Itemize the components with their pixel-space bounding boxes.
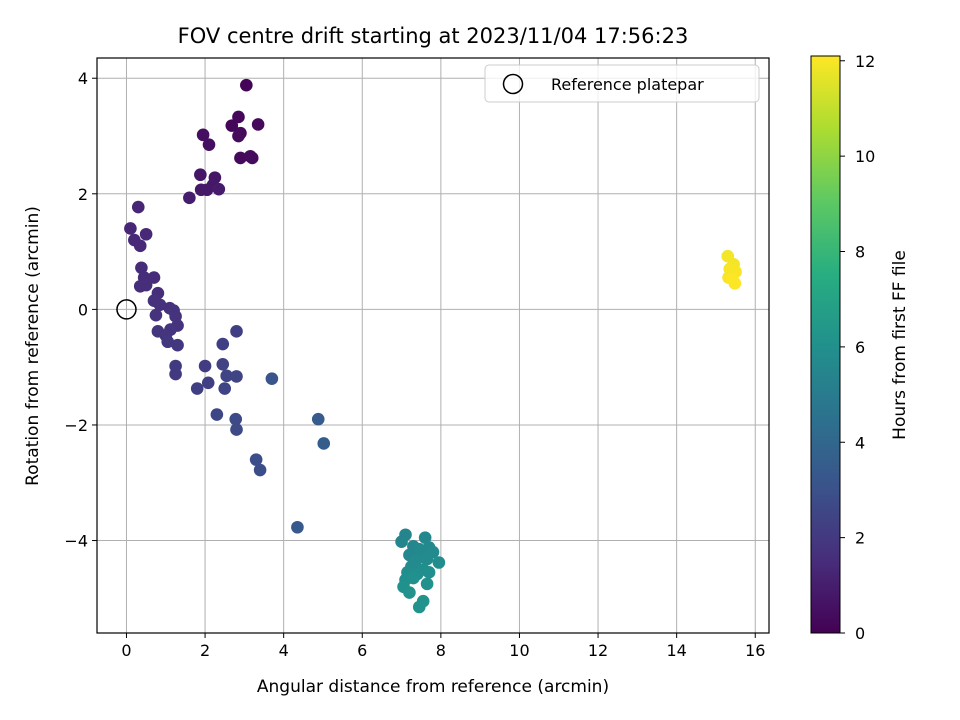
data-point	[218, 382, 232, 395]
data-point	[198, 359, 212, 373]
data-point	[200, 183, 214, 197]
data-point	[230, 370, 243, 383]
data-point	[407, 571, 420, 585]
data-point	[194, 168, 207, 182]
y-tick-label: 4	[78, 69, 88, 88]
legend: Reference platepar	[484, 64, 760, 103]
data-point	[139, 227, 153, 241]
data-point	[412, 600, 426, 614]
colorbar-label: Hours from first FF file	[890, 250, 910, 440]
data-point	[201, 376, 215, 390]
colorbar: 0 2 4 6 8 10 12 Hours from first FF file	[810, 52, 910, 643]
x-tick-label: 6	[357, 641, 367, 660]
data-point	[249, 453, 263, 466]
colorbar-ticks: 0 2 4 6 8 10 12	[840, 52, 875, 643]
data-point	[253, 463, 267, 477]
data-point	[190, 382, 204, 395]
reference-platepar-marker	[116, 299, 137, 320]
data-point	[153, 298, 167, 312]
colorbar-tick-label: 4	[855, 433, 865, 452]
axis-ticks: 0 2 4 6 8 10 12 14 16 4 2 0 −2 −4	[64, 69, 765, 660]
data-point	[245, 151, 259, 165]
data-point	[317, 437, 331, 450]
y-tick-label: 2	[78, 185, 88, 204]
data-point	[229, 412, 243, 426]
colorbar-tick-label: 0	[855, 624, 865, 643]
y-tick-label: 0	[78, 300, 88, 319]
x-tick-label: 14	[666, 641, 686, 660]
data-point	[147, 271, 161, 284]
data-point	[251, 118, 265, 131]
data-point	[265, 372, 279, 386]
data-point	[422, 566, 436, 579]
reference-marker-layer	[116, 299, 137, 320]
data-point	[220, 369, 233, 383]
x-tick-label: 16	[745, 641, 765, 660]
data-point	[216, 357, 230, 371]
data-point	[240, 78, 253, 92]
data-point	[230, 423, 243, 436]
legend-box	[484, 64, 760, 103]
data-point	[196, 128, 210, 142]
data-point	[216, 337, 230, 351]
data-point	[135, 261, 148, 275]
x-tick-label: 0	[121, 641, 131, 660]
data-point	[131, 200, 145, 214]
data-point	[124, 222, 137, 235]
data-point	[311, 412, 325, 426]
data-point	[230, 325, 243, 338]
y-axis-label: Rotation from reference (arcmin)	[23, 206, 43, 486]
x-tick-label: 10	[509, 641, 529, 660]
data-point	[420, 552, 434, 566]
data-point	[291, 520, 304, 534]
chart-title: FOV centre drift starting at 2023/11/04 …	[178, 24, 689, 48]
data-point	[139, 278, 153, 292]
y-tick-label: −2	[64, 416, 88, 435]
colorbar-tick-label: 6	[855, 338, 865, 357]
colorbar-tick-label: 12	[855, 52, 875, 71]
data-point	[395, 535, 408, 548]
colorbar-tick-label: 8	[855, 243, 865, 262]
x-tick-label: 12	[588, 641, 608, 660]
data-point	[212, 182, 226, 196]
legend-label: Reference platepar	[551, 75, 704, 94]
data-point	[232, 129, 245, 143]
data-point	[210, 408, 224, 421]
colorbar-gradient	[810, 55, 841, 634]
data-point	[133, 239, 147, 253]
x-tick-label: 2	[200, 641, 210, 660]
colorbar-tick-label: 2	[855, 529, 865, 548]
data-point	[161, 335, 175, 349]
data-point	[728, 277, 742, 290]
data-point	[171, 338, 184, 352]
data-point	[169, 367, 182, 381]
data-point	[234, 151, 247, 165]
data-point	[183, 191, 196, 205]
data-point	[418, 531, 432, 544]
y-tick-label: −4	[64, 532, 88, 551]
data-points	[124, 78, 742, 614]
x-tick-label: 8	[436, 641, 446, 660]
colorbar-tick-label: 10	[855, 147, 875, 166]
data-point	[202, 138, 216, 151]
data-point	[232, 110, 245, 124]
x-tick-label: 4	[279, 641, 289, 660]
data-point	[225, 119, 239, 132]
data-point	[420, 577, 434, 591]
legend-marker-circle	[502, 73, 524, 95]
data-point	[403, 586, 416, 599]
x-axis-label: Angular distance from reference (arcmin)	[257, 677, 609, 697]
data-point	[432, 556, 446, 569]
data-point	[149, 308, 163, 322]
plot-frame	[96, 57, 770, 634]
